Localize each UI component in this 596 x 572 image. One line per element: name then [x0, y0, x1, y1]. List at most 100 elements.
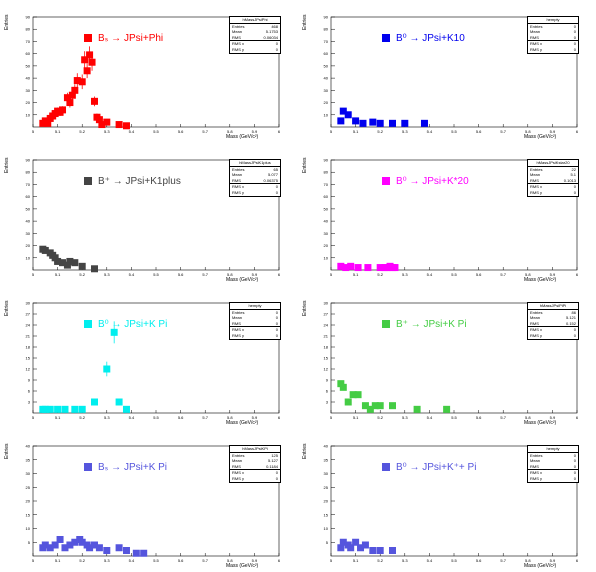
stats-key: RMS x — [530, 41, 542, 47]
stats-title: hempty — [528, 17, 578, 24]
stats-key: RMS x — [530, 184, 542, 190]
x-tick-label: 5.4 — [129, 558, 135, 563]
stats-value: 0 — [573, 458, 576, 464]
y-tick-label: 50 — [26, 63, 31, 68]
data-point — [41, 541, 49, 549]
x-tick-label: 5.3 — [402, 415, 408, 420]
x-tick-label: 5 — [32, 129, 35, 134]
data-point — [401, 119, 409, 127]
stats-value: 0.06375 — [263, 177, 278, 183]
stats-title: hMassJPsiK1plus — [230, 160, 280, 167]
stats-key: RMS y — [530, 475, 542, 481]
data-point — [54, 405, 62, 413]
y-axis-label: Entries — [4, 14, 10, 30]
stats-value: 0 — [275, 327, 278, 333]
x-tick-label: 5.9 — [550, 558, 556, 563]
legend-entry: B⁰ → JPsi+K⁺+ Pi — [382, 462, 476, 473]
data-point — [59, 106, 67, 114]
x-tick-label: 5.5 — [153, 129, 159, 134]
x-tick-label: 5.9 — [550, 129, 556, 134]
y-tick-label: 27 — [324, 312, 329, 317]
stats-key: RMS — [232, 463, 241, 469]
data-point — [91, 541, 98, 549]
y-tick-label: 20 — [26, 100, 31, 105]
data-point — [122, 547, 130, 554]
x-tick-label: 5.2 — [79, 415, 85, 420]
x-tick-label: 5.6 — [476, 558, 482, 563]
stats-row: Mean 0 — [230, 315, 280, 321]
stats-row: Entries 65 — [230, 167, 280, 173]
stats-value: 0 — [275, 315, 278, 321]
stats-row: Entries 468 — [230, 24, 280, 30]
x-tick-label: 6 — [576, 129, 579, 134]
chart-panel: 90 80 70 60 50 40 30 20 10 5 5.1 5.2 5.3 5.4 5.5 5.6 5.7… — [298, 0, 590, 140]
stats-key: Mean — [530, 29, 541, 35]
y-tick-label: 15 — [324, 512, 329, 517]
data-point — [115, 121, 123, 129]
stats-box: hMassJPsiPiPi Entries 86 Mean 5.121 RMS 0.152 R… — [527, 302, 579, 340]
y-axis-label: Entries — [4, 443, 10, 459]
y-tick-label: 40 — [324, 219, 329, 224]
stats-value: 0.152 — [565, 320, 576, 326]
x-tick-label: 5.3 — [104, 272, 110, 277]
x-tick-label: 5.1 — [353, 272, 359, 277]
y-tick-label: 10 — [324, 112, 329, 117]
x-tick-label: 5.1 — [55, 558, 61, 563]
data-point — [389, 119, 396, 127]
y-tick-label: 30 — [26, 231, 31, 236]
y-tick-label: 9 — [28, 378, 31, 383]
x-tick-label: 5.5 — [451, 558, 457, 563]
x-tick-label: 5.7 — [202, 415, 208, 420]
y-tick-label: 15 — [26, 356, 31, 361]
legend-marker — [382, 34, 390, 43]
stats-row: Entries 0 — [528, 24, 578, 30]
stats-row: RMS x 0 — [528, 469, 578, 476]
y-tick-label: 20 — [324, 499, 329, 504]
y-tick-label: 60 — [324, 51, 329, 56]
x-axis-label: Mass (GeV/c²) — [226, 277, 259, 283]
stats-value: 0 — [573, 23, 576, 29]
x-tick-label: 5.7 — [202, 272, 208, 277]
x-tick-label: 5.3 — [402, 129, 408, 134]
data-point — [115, 544, 123, 552]
stats-value: 0 — [275, 475, 278, 481]
y-tick-label: 90 — [324, 15, 329, 20]
x-tick-label: 5.8 — [227, 558, 233, 563]
x-tick-label: 5.1 — [353, 558, 359, 563]
y-tick-label: 80 — [324, 27, 329, 32]
x-tick-label: 5.8 — [227, 415, 233, 420]
y-tick-label: 30 — [26, 301, 31, 306]
data-point — [389, 402, 396, 410]
y-tick-label: 10 — [26, 112, 31, 117]
data-point — [420, 119, 428, 127]
x-axis-label: Mass (GeV/c²) — [226, 563, 259, 569]
data-point — [349, 391, 357, 399]
stats-row: RMS y 0 — [528, 190, 578, 196]
chart-svg: 40 35 30 25 20 15 10 5 5 5.1 5.2 5.3 5.4 5.5 5.6 5.7 5.8… — [324, 444, 579, 564]
stats-value: 125 — [271, 452, 278, 458]
stats-key: RMS y — [530, 332, 542, 338]
chart-panel: 30 27 24 21 18 15 12 9 6 3 5 5.1 5.2 5.3 5.4 5.5 5.6 5.7 5… — [298, 286, 590, 426]
stats-value: 0 — [275, 320, 278, 326]
legend-entry: B⁰ → JPsi+K10 — [382, 33, 465, 44]
stats-value: 0.06034 — [263, 34, 278, 40]
stats-key: RMS — [232, 34, 241, 40]
data-point — [56, 536, 64, 543]
stats-key: Entries — [530, 452, 543, 458]
stats-title: hempty — [528, 446, 578, 453]
stats-title: hMassJPsiPhi — [230, 17, 280, 24]
stats-key: Mean — [232, 172, 243, 178]
stats-value: 0 — [275, 41, 278, 47]
stats-box: hMassJPsiK1plus Entries 65 Mean 5.077 RMS 0.06… — [229, 159, 281, 197]
stats-value: 0 — [573, 327, 576, 333]
stats-title: hMassJPsiPiPi — [528, 303, 578, 310]
data-point — [339, 107, 347, 115]
x-tick-label: 5.6 — [476, 415, 482, 420]
legend-text: B⁰ → JPsi+K Pi — [98, 319, 168, 330]
stats-row: RMS x 0 — [528, 326, 578, 333]
y-tick-label: 12 — [324, 367, 329, 372]
data-point — [339, 538, 347, 546]
stats-value: 0 — [573, 475, 576, 481]
stats-value: 0 — [573, 41, 576, 47]
stats-key: Entries — [232, 23, 245, 29]
